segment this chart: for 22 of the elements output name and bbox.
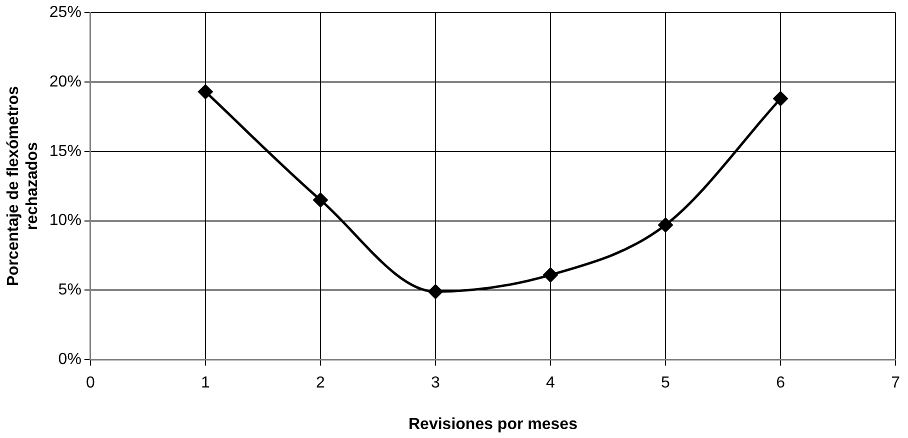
- point: [198, 84, 213, 99]
- x-tick-label: 0: [86, 374, 95, 392]
- x-tick-label: 1: [200, 374, 210, 392]
- x-axis-title: Revisiones por meses: [408, 416, 578, 433]
- point: [773, 91, 788, 106]
- x-tick-label: 3: [431, 374, 440, 392]
- y-tick-label: 25%: [49, 4, 82, 22]
- x-tick-label: 4: [546, 374, 556, 392]
- y-tick-label: 20%: [49, 73, 82, 90]
- x-tick-label: 2: [316, 374, 326, 392]
- y-tick-label: 15%: [49, 142, 82, 160]
- x-tick-label: 5: [661, 374, 670, 392]
- x-tick-label: 6: [776, 374, 786, 392]
- y-tick-label: 10%: [49, 212, 82, 230]
- x-tick-label: 7: [891, 374, 900, 392]
- point: [313, 192, 328, 208]
- point: [658, 218, 673, 232]
- point: [428, 284, 443, 299]
- y-axis-title: Porcentaje de flexómetros rechazados: [5, 86, 42, 286]
- point: [543, 268, 558, 282]
- y-tick-label: 5%: [58, 282, 82, 299]
- y-tick-label: 0%: [58, 351, 82, 368]
